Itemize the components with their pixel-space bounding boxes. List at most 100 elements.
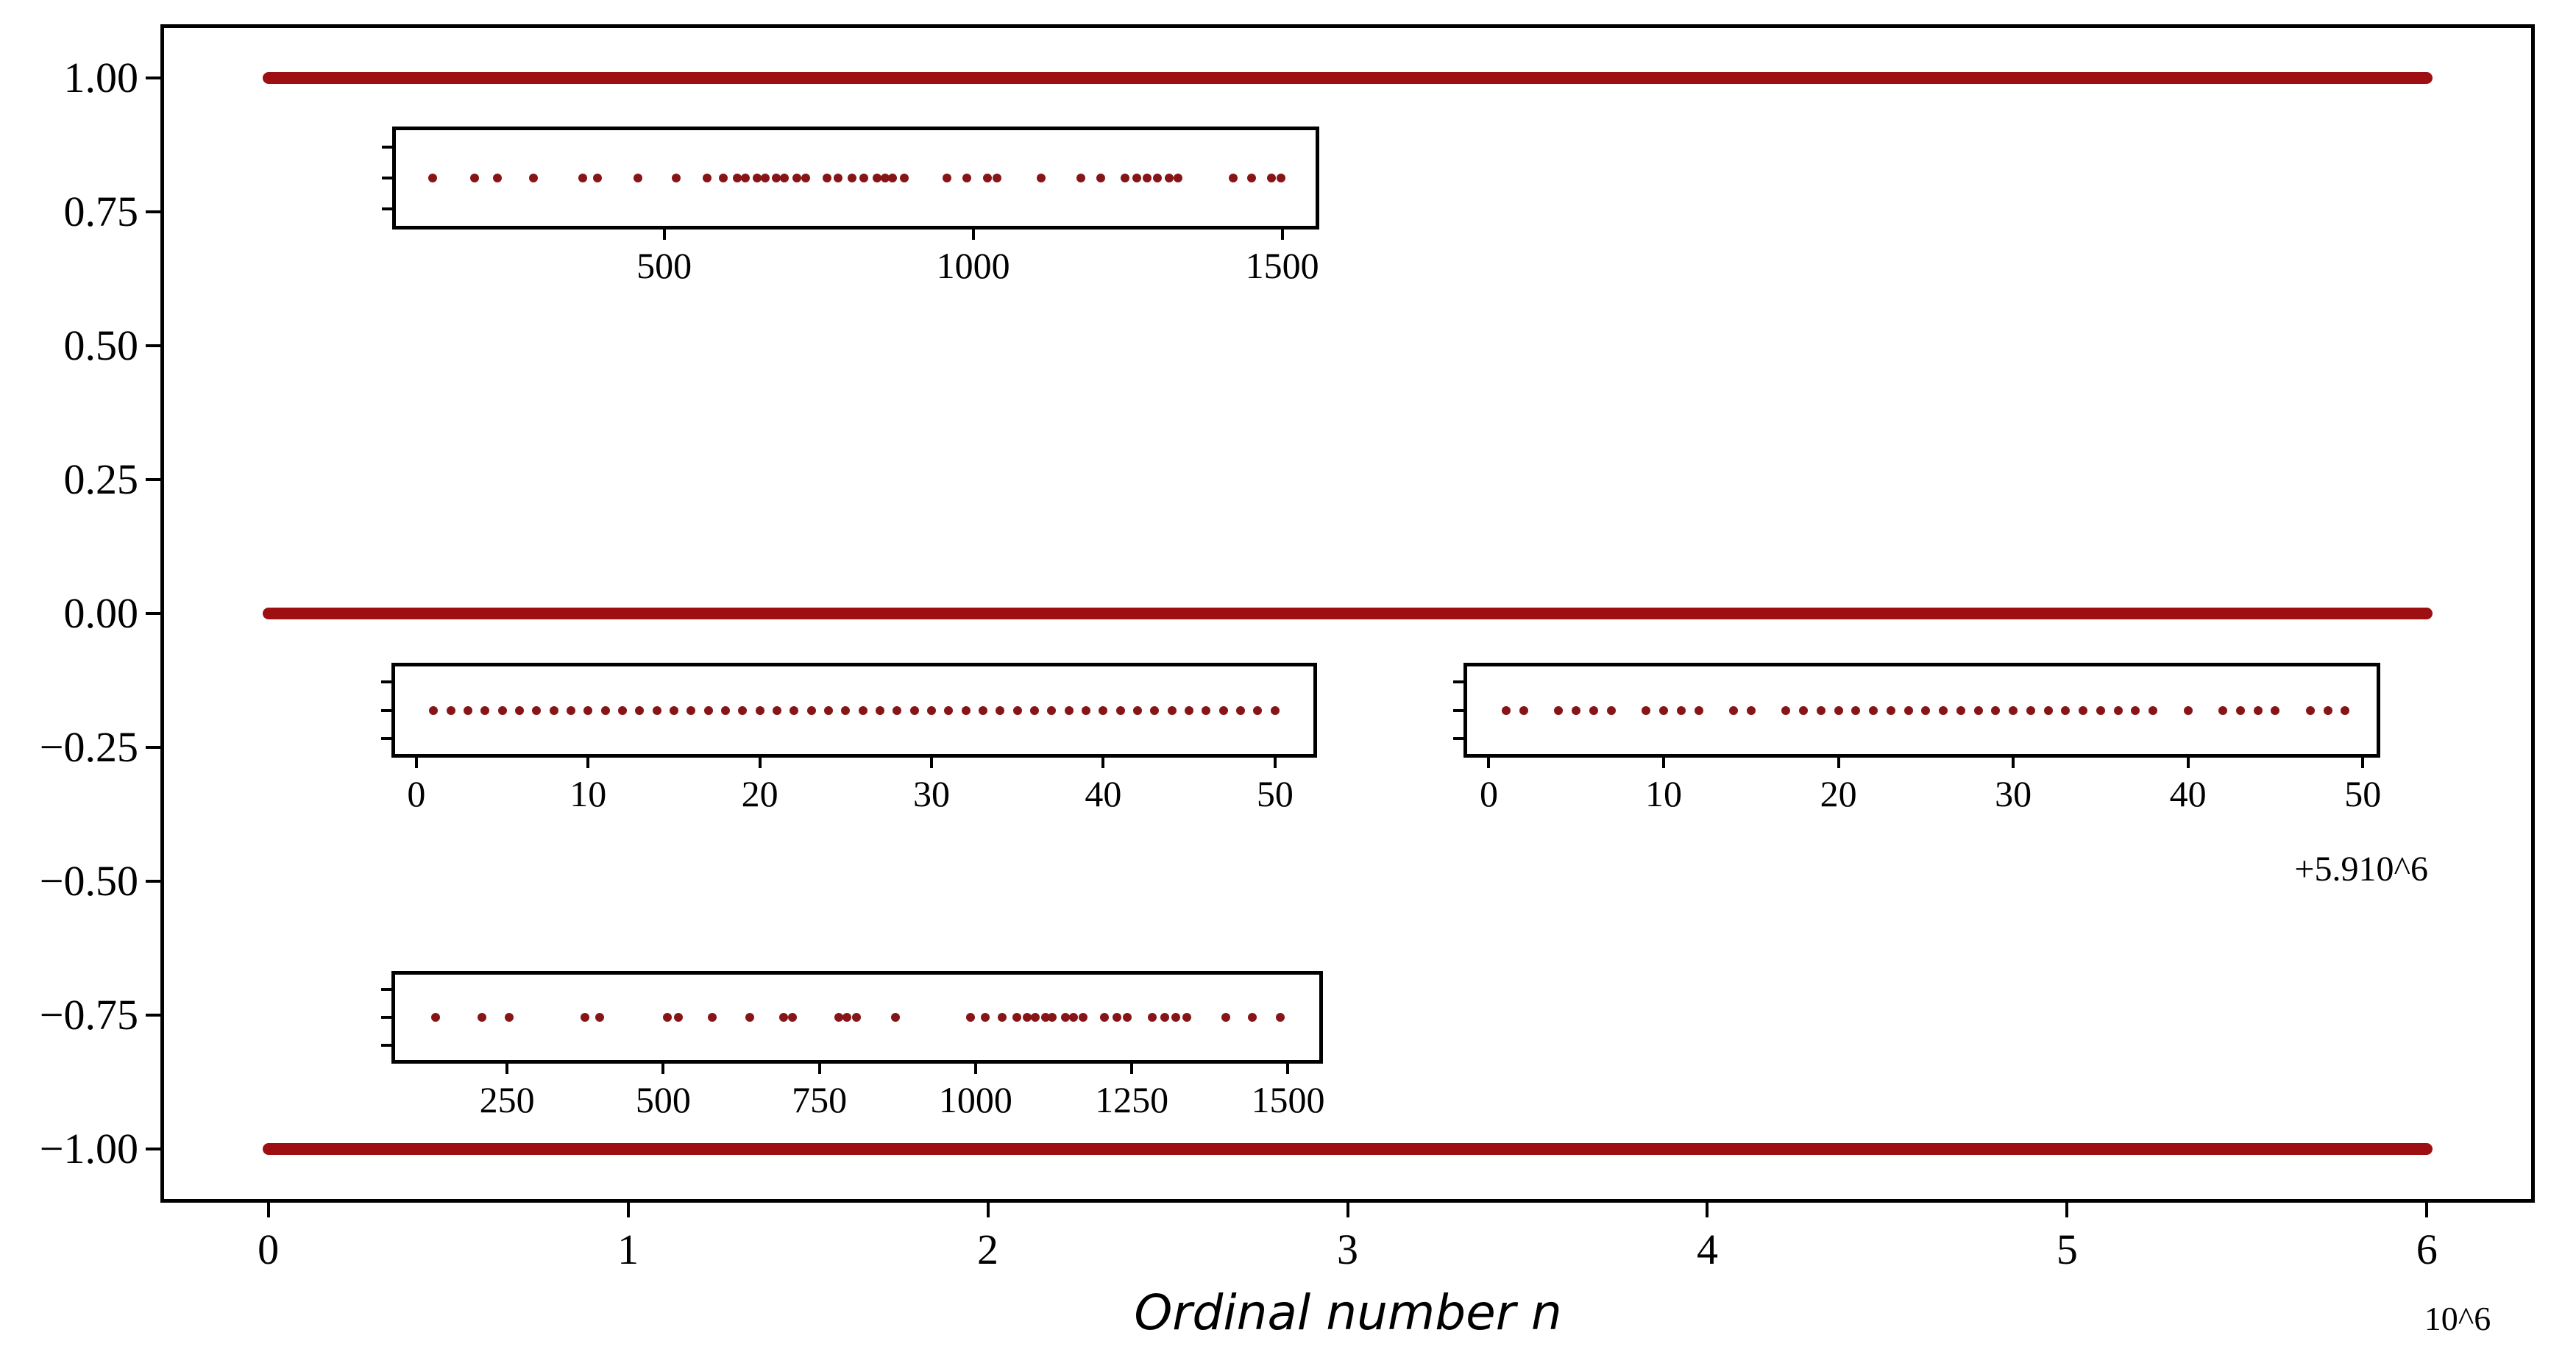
data-point [634,174,643,182]
main-y-tick [146,477,160,481]
inset-y-tick [382,207,392,210]
data-point [578,174,587,182]
data-point [1267,174,1277,182]
data-point [779,174,789,182]
inset-x-tick-label: 500 [636,245,692,286]
data-point [1676,705,1686,715]
inset-x-tick [971,230,975,240]
data-point [1851,705,1861,715]
data-point [881,174,890,182]
data-point [671,174,681,182]
data-point [427,174,437,182]
data-point [1064,705,1074,715]
data-point [1123,1013,1132,1022]
data-point [1229,174,1238,182]
data-point [1659,705,1668,715]
data-point [801,174,810,182]
inset-x-tick [817,1064,821,1074]
main-y-tick-label: 1.00 [63,53,139,102]
main-y-tick-label: 0.25 [63,455,139,503]
data-point [2305,705,2315,715]
data-point [760,174,770,182]
main-y-tick [146,210,160,213]
data-point [1121,174,1130,182]
data-point [1012,705,1022,715]
data-point [504,1013,514,1022]
main-x-tick-label: 3 [1337,1226,1358,1273]
data-point [635,705,645,715]
inset-x-tick-label: 20 [1820,773,1857,814]
data-point [708,1013,717,1022]
data-point [1082,705,1091,715]
inset-x-tick [1273,758,1277,768]
inset-y-tick [1453,708,1463,712]
data-point [1099,705,1108,715]
data-point [1164,174,1174,182]
data-point [480,705,490,715]
inset-x-tick [1101,758,1105,768]
data-point [1991,705,2001,715]
data-point [1939,705,1948,715]
inset-y-tick [381,1016,391,1019]
data-point [719,174,728,182]
data-point [2061,705,2071,715]
data-point [1606,705,1616,715]
main-x-tick [986,1203,990,1217]
main-y-tick [146,344,160,347]
data-point [549,705,558,715]
data-point [2096,705,2105,715]
main-y-tick [146,76,160,79]
data-point [1143,174,1152,182]
data-point [583,705,593,715]
main-y-tick [146,1014,160,1017]
data-series-line [262,71,2433,84]
data-point [779,1013,789,1022]
data-point [1182,1013,1191,1022]
inset-x-tick-label: 1000 [936,245,1010,286]
inset-x-tick-label: 250 [479,1079,535,1120]
data-point [943,174,952,182]
data-point [1973,705,1983,715]
data-point [2043,705,2053,715]
inset-x-tick [1280,230,1284,240]
data-point [1694,705,1703,715]
data-point [566,705,575,715]
main-x-tick [2065,1203,2069,1217]
data-point [478,1013,487,1022]
data-point [980,1013,990,1022]
inset-x-tick-label: 50 [1256,773,1294,814]
data-point [1096,174,1105,182]
data-point [962,174,972,182]
data-point [492,174,502,182]
data-point [772,705,781,715]
data-point [873,174,882,182]
data-point [847,174,856,182]
data-point [532,705,542,715]
data-point [1834,705,1843,715]
data-point [1218,705,1228,715]
data-point [1133,705,1143,715]
inset-x-tick-label: 10 [570,773,607,814]
data-point [1589,705,1598,715]
data-point [823,174,832,182]
inset-y-tick [381,708,391,712]
data-point [2026,705,2035,715]
data-point [1247,174,1257,182]
inset-x-tick-label: 1500 [1251,1079,1325,1120]
data-point [2271,705,2280,715]
inset-y-tick [382,146,392,149]
data-point [944,705,954,715]
data-point [966,1013,976,1022]
data-point [806,705,816,715]
data-point [1076,174,1085,182]
data-point [740,174,750,182]
data-point [431,1013,441,1022]
main-y-tick-label: 0.75 [63,187,139,235]
main-y-tick [146,612,160,615]
inset-y-tick [382,177,392,179]
data-point [446,705,455,715]
data-point [745,1013,754,1022]
data-point [1132,174,1142,182]
main-y-tick [146,1148,160,1151]
